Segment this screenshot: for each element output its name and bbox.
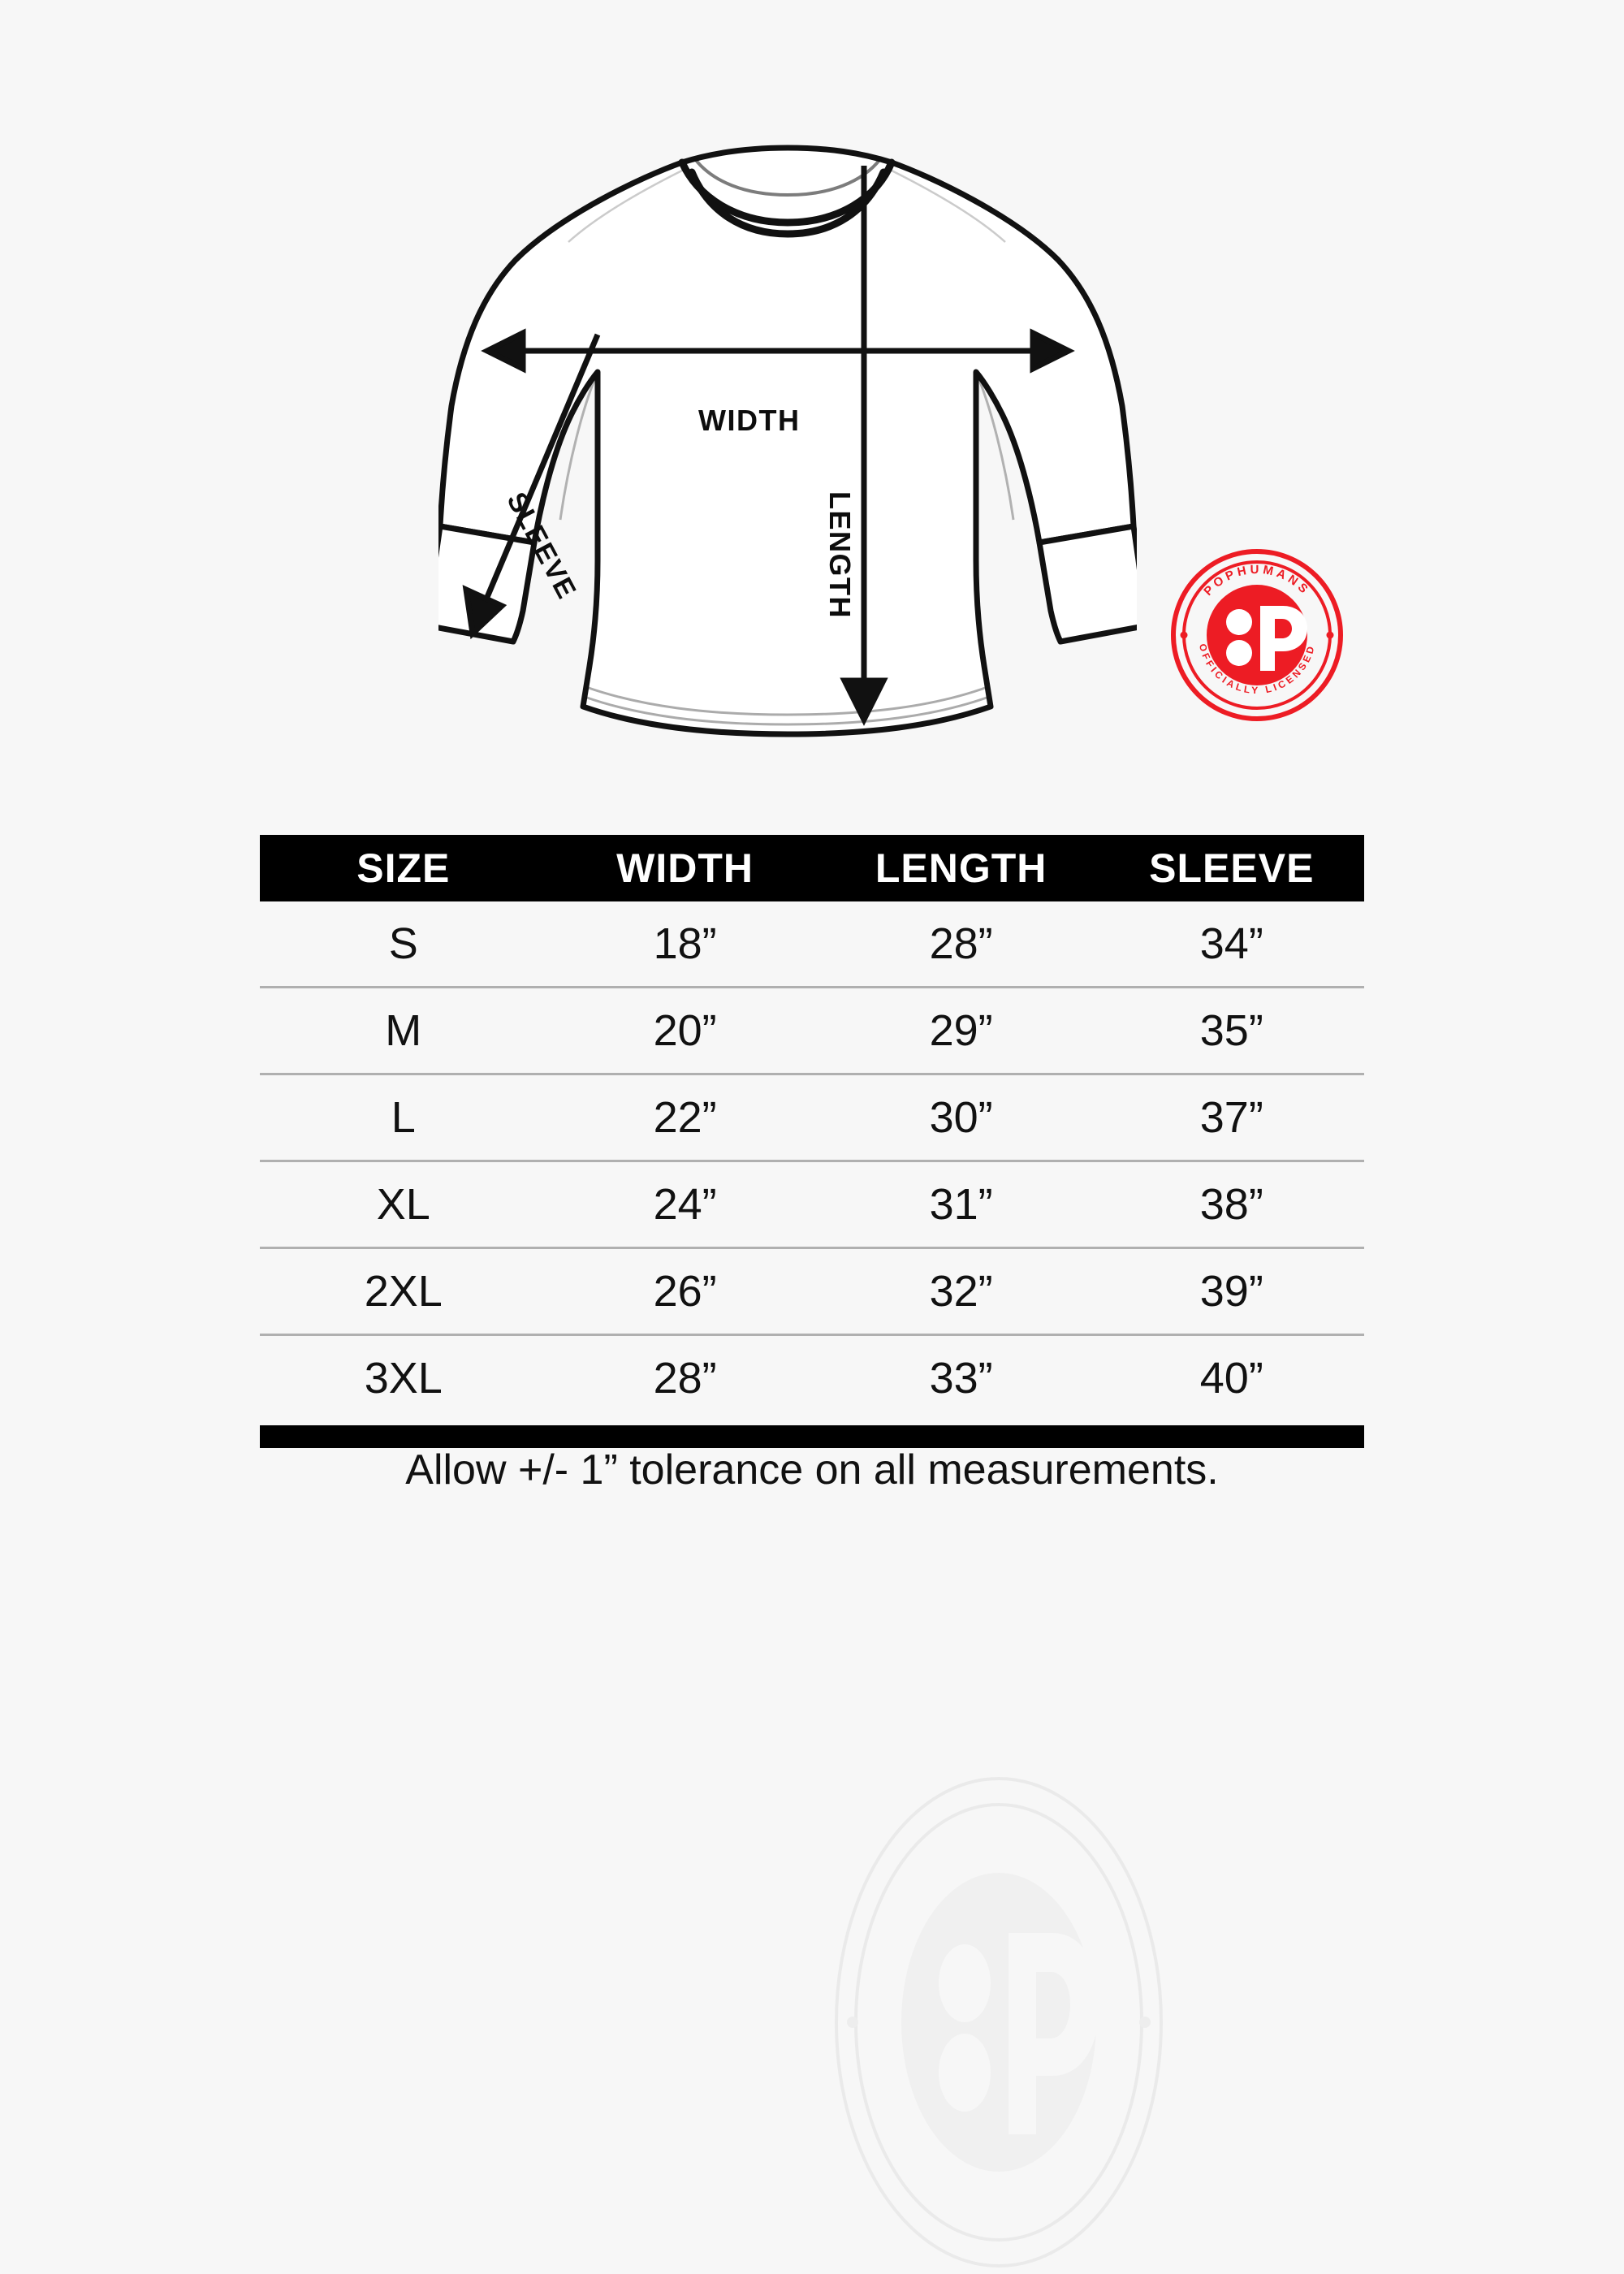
cell-size: XL (376, 1180, 430, 1229)
badge-dot-lower (1226, 640, 1252, 666)
long-sleeve-shirt-diagram (438, 145, 1137, 737)
cell-sleeve: 39” (1199, 1267, 1263, 1316)
cell-width: 24” (653, 1180, 717, 1229)
cell-sleeve: 40” (1199, 1354, 1263, 1403)
cell-size: 2XL (364, 1267, 443, 1316)
length-dimension-arrow (840, 166, 888, 726)
column-header-sleeve: SLEEVE (1149, 845, 1315, 891)
table-row: S 18” 28” 34” (260, 901, 1364, 988)
length-label: LENGTH (823, 491, 857, 619)
pophumans-watermark (835, 1777, 1163, 2268)
cell-width: 26” (653, 1267, 717, 1316)
cell-sleeve: 34” (1199, 919, 1263, 968)
cell-size: 3XL (364, 1354, 443, 1403)
sleeve-dimension-arrow (462, 333, 601, 640)
width-label: WIDTH (698, 404, 801, 437)
cell-length: 31” (929, 1180, 993, 1229)
table-row: L 22” 30” 37” (260, 1075, 1364, 1162)
cell-size: M (385, 1006, 422, 1055)
cell-width: 18” (653, 919, 717, 968)
cell-length: 33” (929, 1354, 993, 1403)
badge-side-dot-left (1180, 631, 1188, 639)
cell-length: 28” (929, 919, 993, 968)
badge-dot-upper (1226, 609, 1252, 635)
badge-outer-ring (1171, 549, 1343, 721)
cell-length: 29” (929, 1006, 993, 1055)
column-header-length: LENGTH (875, 845, 1047, 891)
cell-size: S (388, 919, 418, 968)
badge-monogram-p (1260, 606, 1307, 671)
size-chart-table: SIZE WIDTH LENGTH SLEEVE S 18” 28” 34” M (260, 835, 1364, 2268)
garment-illustration: WIDTH LENGTH SLEEVE POPHUMANS OFFICIALLY… (0, 0, 1624, 812)
width-dimension-arrow (481, 328, 1075, 374)
column-header-width: WIDTH (616, 845, 754, 891)
table-row: M 20” 29” 35” (260, 988, 1364, 1075)
cell-length: 32” (929, 1267, 993, 1316)
cell-sleeve: 38” (1199, 1180, 1263, 1229)
tolerance-note: Allow +/- 1” tolerance on all measuremen… (405, 1446, 1219, 1494)
cell-length: 30” (929, 1093, 993, 1142)
cell-sleeve: 37” (1199, 1093, 1263, 1142)
table-row: 3XL 28” 33” 40” (260, 1336, 1364, 1420)
badge-side-dot-right (1326, 631, 1334, 639)
pophumans-logo-badge: POPHUMANS OFFICIALLY LICENSED (1171, 549, 1343, 721)
column-header-size: SIZE (356, 845, 451, 891)
cell-width: 20” (653, 1006, 717, 1055)
cell-size: L (391, 1093, 416, 1142)
cell-width: 22” (653, 1093, 717, 1142)
cell-width: 28” (653, 1354, 717, 1403)
table-row: XL 24” 31” 38” (260, 1162, 1364, 1249)
table-footer-bar (260, 1425, 1364, 1448)
table-row: 2XL 26” 32” 39” (260, 1249, 1364, 1336)
cell-sleeve: 35” (1199, 1006, 1263, 1055)
table-header-row: SIZE WIDTH LENGTH SLEEVE (260, 835, 1364, 901)
